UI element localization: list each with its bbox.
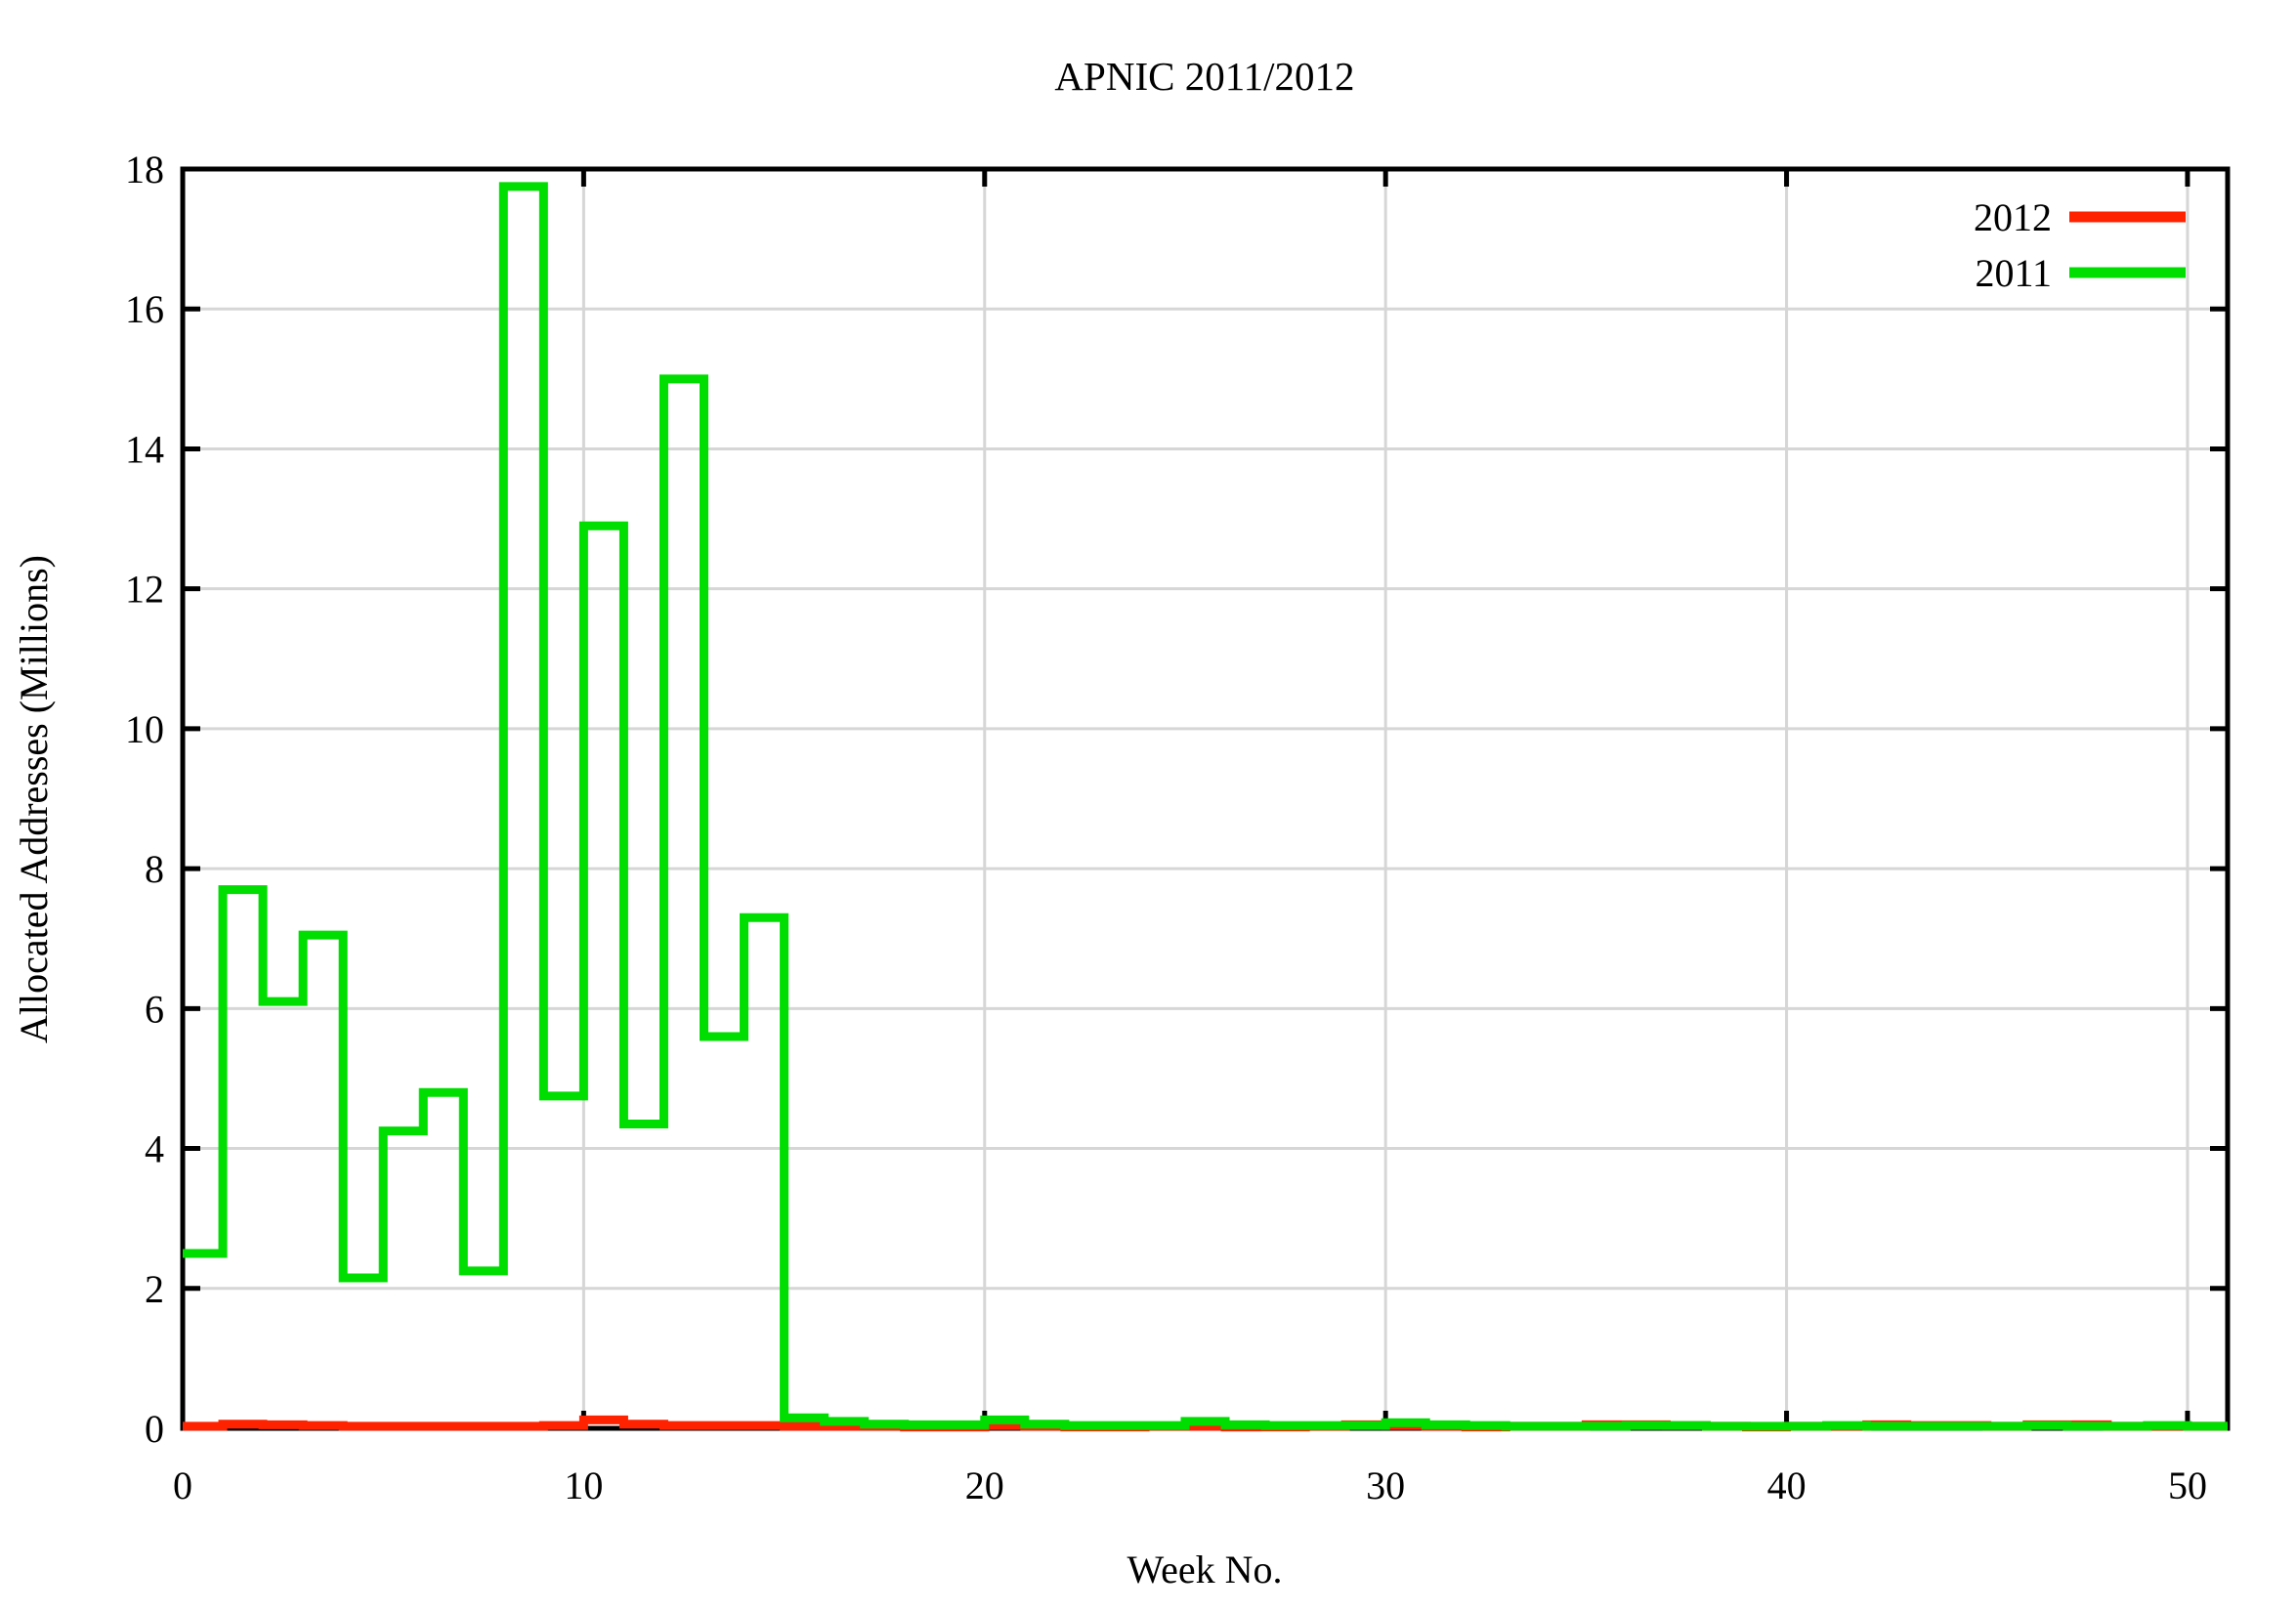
y-tick-label: 0 xyxy=(145,1407,164,1451)
y-tick-label: 14 xyxy=(125,427,164,471)
gridlines xyxy=(181,167,2228,1430)
y-tick-label: 8 xyxy=(145,847,164,891)
x-tick-label: 40 xyxy=(1767,1464,1807,1507)
plot-border xyxy=(180,166,2231,1431)
y-axis-label: Allocated Addresses (Millions) xyxy=(12,555,56,1043)
y-tick-label: 12 xyxy=(125,568,164,612)
x-tick-label: 20 xyxy=(965,1464,1004,1507)
y-tick-label: 10 xyxy=(125,707,164,751)
x-tick-label: 0 xyxy=(173,1464,192,1507)
chart-title: APNIC 2011/2012 xyxy=(1054,54,1354,99)
y-tick-label: 6 xyxy=(145,987,164,1031)
legend: 2012 2011 xyxy=(1974,195,2186,295)
y-tick-label: 18 xyxy=(125,148,164,191)
y-tick-label: 16 xyxy=(125,287,164,331)
y-tick-label: 2 xyxy=(145,1267,164,1311)
data-series xyxy=(183,182,2228,1432)
legend-label-2011: 2011 xyxy=(1975,251,2052,295)
x-tick-label: 30 xyxy=(1366,1464,1405,1507)
axes xyxy=(180,166,2231,1431)
y-tick-label: 4 xyxy=(145,1127,164,1171)
series-2011 xyxy=(183,182,2228,1431)
tick-labels: 0 10 20 30 40 50 0 2 4 6 8 10 12 14 16 18 xyxy=(125,148,2207,1507)
legend-label-2012: 2012 xyxy=(1974,195,2052,239)
x-axis-label: Week No. xyxy=(1127,1548,1283,1591)
x-tick-label: 50 xyxy=(2168,1464,2207,1507)
x-tick-label: 10 xyxy=(564,1464,603,1507)
